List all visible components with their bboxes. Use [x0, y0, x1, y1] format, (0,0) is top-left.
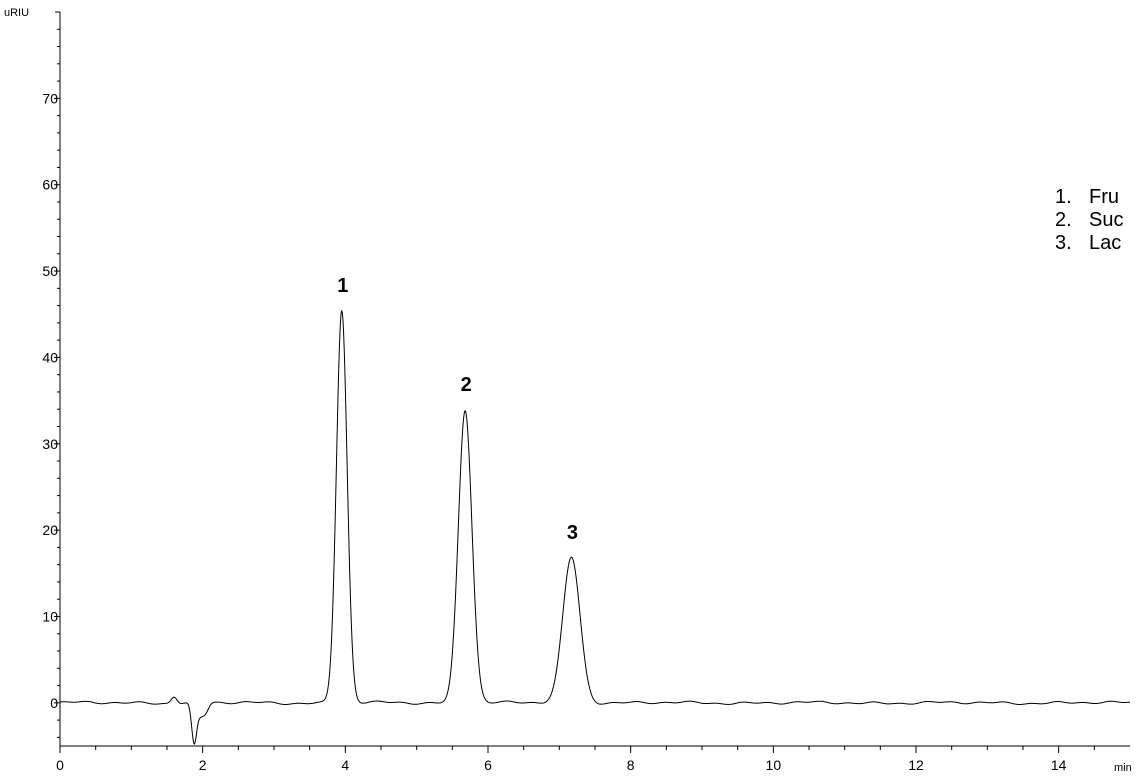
peak-labels: 1 2 3 [337, 275, 578, 544]
x-tick-label: 0 [56, 757, 64, 773]
x-unit-label: min [1114, 762, 1132, 774]
x-tick-label: 10 [766, 757, 782, 773]
y-tick-label: 70 [42, 90, 58, 106]
y-unit-label: uRIU [4, 7, 29, 19]
y-tick-label: 60 [42, 177, 58, 193]
x-tick-label: 12 [908, 757, 924, 773]
legend-number: 1. [1055, 186, 1072, 208]
x-tick-label: 14 [1051, 757, 1067, 773]
y-tick-label: 20 [42, 522, 58, 538]
x-tick-label: 8 [627, 757, 635, 773]
series-line [59, 310, 1131, 745]
peak-label-1: 1 [337, 275, 348, 297]
y-tick-label: 30 [42, 436, 58, 452]
y-tick-label: 0 [50, 695, 58, 711]
legend-entry: Lac [1089, 232, 1121, 254]
legend-number: 2. [1055, 209, 1072, 231]
peak-label-2: 2 [461, 374, 472, 396]
y-tick-label: 40 [42, 349, 58, 365]
trace-group [59, 310, 1131, 745]
x-tick-label: 6 [484, 757, 492, 773]
y-tick-label: 10 [42, 608, 58, 624]
y-tick-label: 50 [42, 263, 58, 279]
legend-entry: Fru [1089, 186, 1119, 208]
legend-entry: Suc [1089, 209, 1123, 231]
peak-label-3: 3 [567, 522, 578, 544]
x-tick-label: 4 [341, 757, 349, 773]
legend: 1. Fru 2. Suc 3. Lac [1055, 186, 1123, 254]
x-tick-label: 2 [199, 757, 207, 773]
legend-number: 3. [1055, 232, 1072, 254]
